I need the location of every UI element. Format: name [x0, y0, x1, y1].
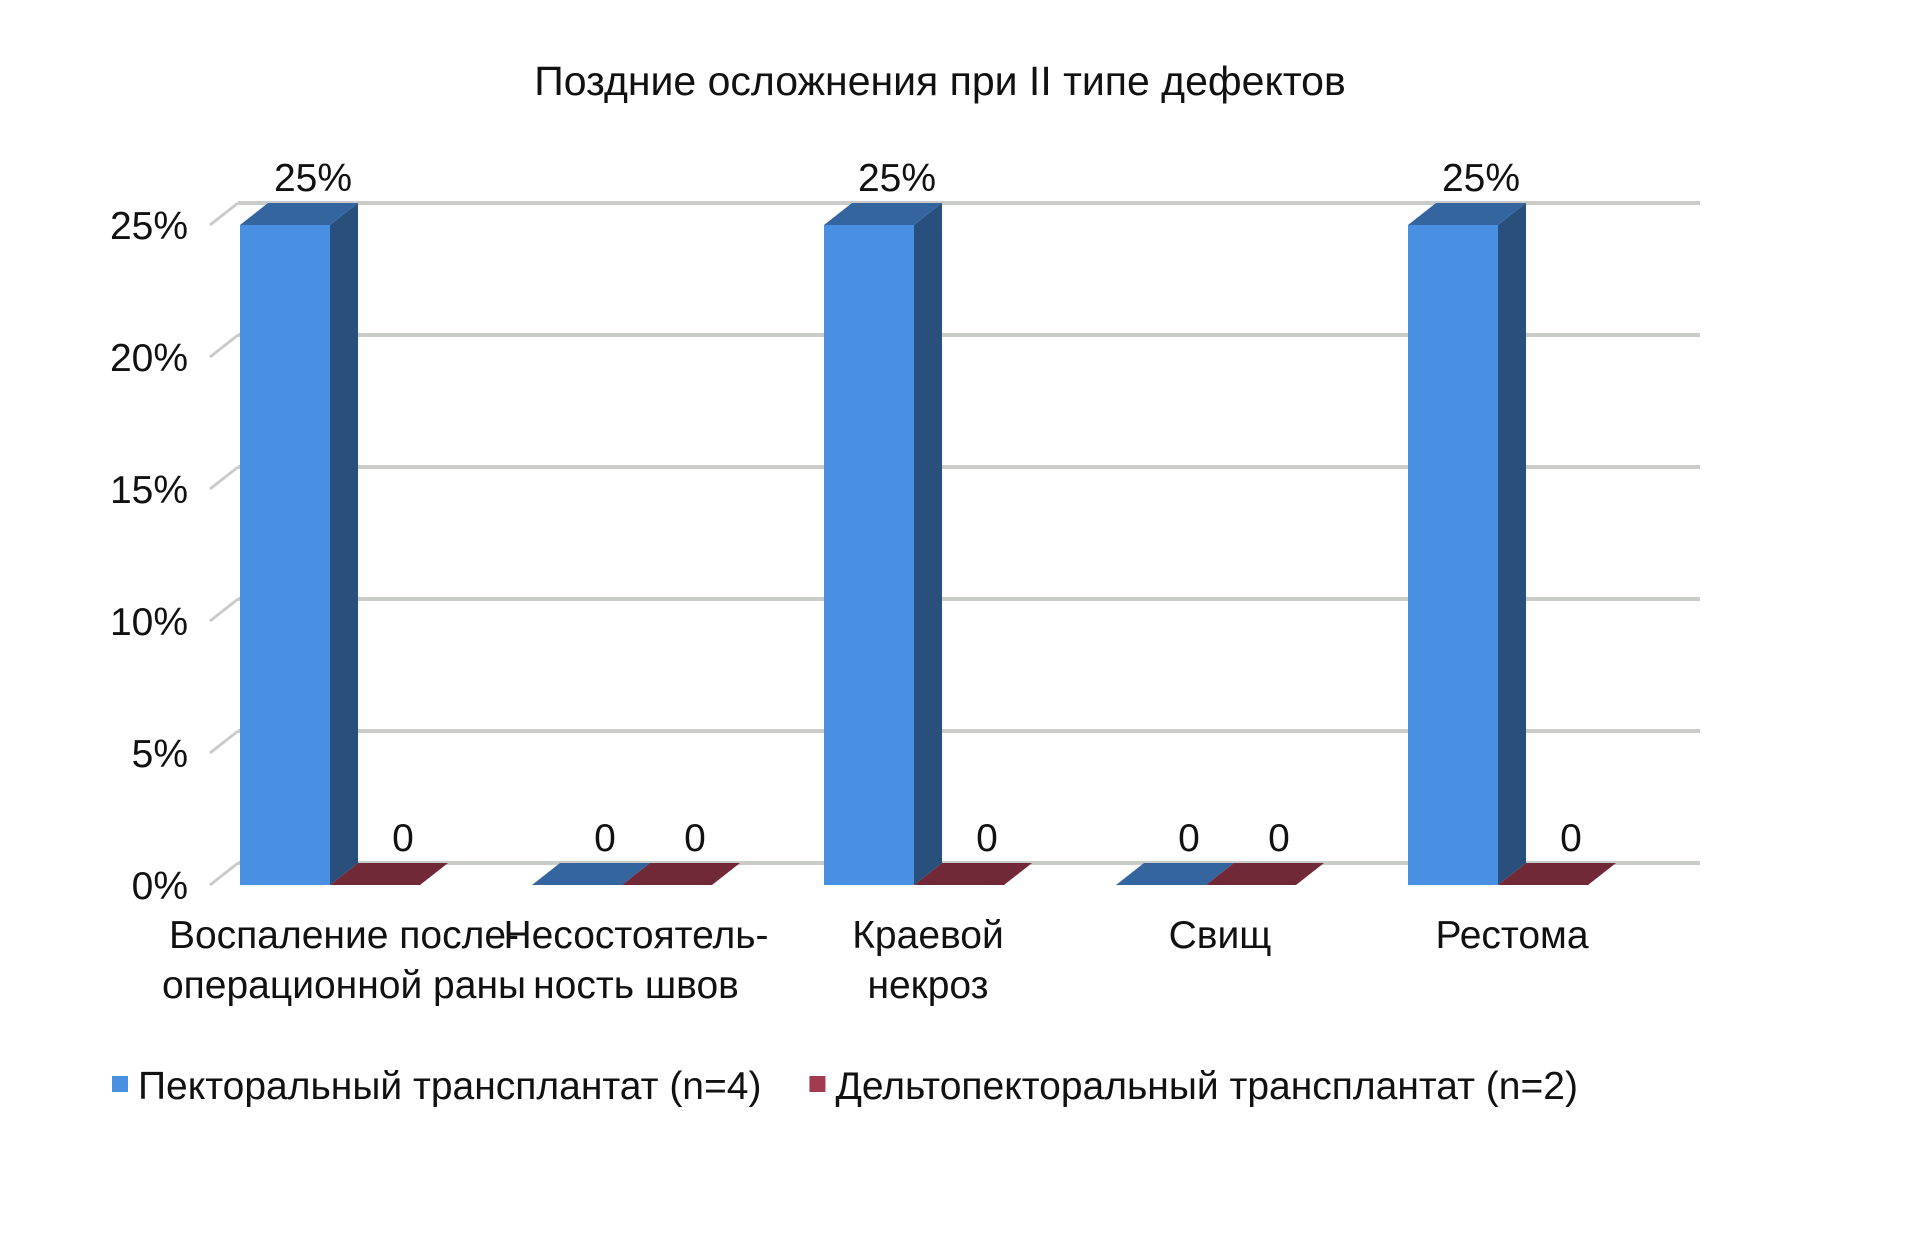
- gridline-depth: [209, 465, 239, 491]
- bar: [1408, 203, 1526, 885]
- gridline-depth: [209, 201, 239, 227]
- data-label: 0: [1178, 817, 1200, 860]
- y-tick-label: 5%: [132, 733, 188, 776]
- bar-top: [240, 203, 358, 225]
- data-label: 0: [594, 817, 616, 860]
- bar: [1206, 863, 1324, 885]
- data-label: 25%: [274, 157, 352, 200]
- bar-top: [914, 863, 1032, 885]
- bar-top: [1408, 203, 1526, 225]
- data-label: 0: [976, 817, 998, 860]
- bar-side: [914, 203, 942, 885]
- data-label: 25%: [858, 157, 936, 200]
- bar-top: [330, 863, 448, 885]
- category-label: Свищ: [1169, 914, 1272, 957]
- gridline-depth: [209, 597, 239, 623]
- y-tick-label: 25%: [110, 205, 188, 248]
- bar: [824, 203, 942, 885]
- legend-label: Дельтопекторальный трансплантат (n=2): [835, 1065, 1578, 1108]
- bar: [1498, 863, 1616, 885]
- data-label: 0: [1268, 817, 1290, 860]
- bar: [1116, 863, 1234, 885]
- y-tick-label: 20%: [110, 337, 188, 380]
- data-label: 0: [684, 817, 706, 860]
- bar: [914, 863, 1032, 885]
- bar-side: [330, 203, 358, 885]
- bar-side: [1498, 203, 1526, 885]
- bar-top: [532, 863, 650, 885]
- category-label: Воспаление после-операционной раны: [162, 914, 526, 1007]
- y-tick-label: 15%: [110, 469, 188, 512]
- data-label: 0: [392, 817, 414, 860]
- y-tick-label: 0%: [132, 865, 188, 908]
- bar-top: [1206, 863, 1324, 885]
- category-label: Краевой некроз: [852, 914, 1004, 1007]
- legend-swatch: [112, 1076, 128, 1092]
- chart-title: Поздние осложнения при II типе дефектов: [534, 58, 1346, 104]
- bar-top: [1498, 863, 1616, 885]
- legend-label: Пекторальный трансплантат (n=4): [138, 1065, 761, 1108]
- bar-front: [1408, 225, 1498, 885]
- bar-top: [622, 863, 740, 885]
- bar: [330, 863, 448, 885]
- gridline-depth: [209, 729, 239, 755]
- bar: [532, 863, 650, 885]
- category-label: Несостоятель-ность швов: [503, 914, 768, 1007]
- gridline-depth: [209, 333, 239, 359]
- data-label: 0: [1560, 817, 1582, 860]
- bar: [240, 203, 358, 885]
- data-label: 25%: [1442, 157, 1520, 200]
- bar-front: [824, 225, 914, 885]
- bar-top: [1116, 863, 1234, 885]
- y-tick-label: 10%: [110, 601, 188, 644]
- gridline-depth: [209, 861, 239, 887]
- bar-front: [240, 225, 330, 885]
- bar-top: [824, 203, 942, 225]
- bar: [622, 863, 740, 885]
- legend-swatch: [809, 1076, 826, 1092]
- category-label: Рестома: [1435, 914, 1588, 957]
